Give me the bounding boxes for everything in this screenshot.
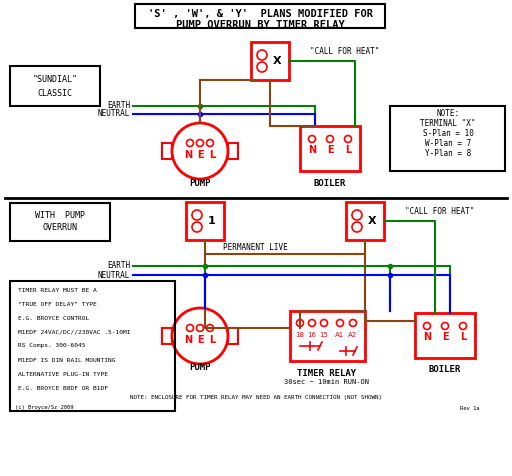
Circle shape [197, 325, 203, 331]
Text: L: L [209, 150, 215, 160]
Text: 16: 16 [308, 332, 316, 338]
Circle shape [309, 319, 315, 327]
Bar [415, 313, 475, 358]
Text: 1: 1 [208, 216, 216, 226]
Text: Rev 1a: Rev 1a [460, 406, 480, 410]
Text: NOTE:: NOTE: [436, 109, 460, 118]
Circle shape [309, 136, 315, 142]
Bar [162, 328, 172, 344]
Bar [135, 4, 385, 28]
Circle shape [350, 319, 356, 327]
Text: 15: 15 [319, 332, 328, 338]
Text: M1EDF IS DIN RAIL MOUNTING: M1EDF IS DIN RAIL MOUNTING [18, 357, 116, 363]
Text: E: E [327, 145, 333, 155]
Text: PUMP: PUMP [189, 178, 211, 188]
Text: BOILER: BOILER [314, 178, 346, 188]
Text: "CALL FOR HEAT": "CALL FOR HEAT" [310, 47, 379, 56]
Bar [228, 143, 238, 159]
Text: 18: 18 [295, 332, 305, 338]
Circle shape [186, 139, 194, 147]
Text: 'S' , 'W', & 'Y'  PLANS MODIFIED FOR: 'S' , 'W', & 'Y' PLANS MODIFIED FOR [147, 9, 373, 19]
Text: PUMP OVERRUN BY TIMER RELAY: PUMP OVERRUN BY TIMER RELAY [176, 20, 345, 30]
Text: X: X [368, 216, 376, 226]
Text: NEUTRAL: NEUTRAL [98, 270, 130, 279]
Circle shape [423, 323, 431, 329]
Text: "SUNDIAL": "SUNDIAL" [32, 75, 77, 83]
Text: TIMER RELAY MUST BE A: TIMER RELAY MUST BE A [18, 288, 97, 292]
Text: PUMP: PUMP [189, 364, 211, 373]
Text: ALTERNATIVE PLUG-IN TYPE: ALTERNATIVE PLUG-IN TYPE [18, 371, 108, 377]
Bar [10, 281, 175, 411]
Text: S-Plan = 10: S-Plan = 10 [422, 129, 474, 138]
Circle shape [441, 323, 449, 329]
Text: E.G. BROYCE CONTROL: E.G. BROYCE CONTROL [18, 316, 89, 320]
Bar [162, 143, 172, 159]
Text: E.G. BROYCE B8DF OR B1DF: E.G. BROYCE B8DF OR B1DF [18, 386, 108, 390]
Bar [346, 202, 384, 240]
Text: E: E [442, 332, 449, 342]
Circle shape [197, 139, 203, 147]
Text: M1EDF 24VAC/DC//230VAC .5-10MI: M1EDF 24VAC/DC//230VAC .5-10MI [18, 329, 131, 335]
Text: E: E [197, 150, 203, 160]
Text: OVERRUN: OVERRUN [42, 224, 77, 232]
Text: N: N [308, 145, 316, 155]
Text: TERMINAL "X": TERMINAL "X" [420, 119, 476, 128]
Text: A1: A1 [335, 332, 345, 338]
Text: EARTH: EARTH [107, 101, 130, 110]
Text: W-Plan = 7: W-Plan = 7 [425, 139, 471, 148]
Bar [10, 203, 110, 241]
Text: N: N [184, 150, 192, 160]
Text: TIMER RELAY: TIMER RELAY [297, 368, 356, 377]
Text: E: E [197, 335, 203, 345]
Bar [251, 42, 289, 80]
Bar [228, 328, 238, 344]
Text: N: N [184, 335, 192, 345]
Text: CLASSIC: CLASSIC [37, 89, 73, 98]
Circle shape [321, 319, 328, 327]
Text: L: L [345, 145, 351, 155]
Text: NOTE: ENCLOSURE FOR TIMER RELAY MAY NEED AN EARTH CONNECTION (NOT SHOWN): NOTE: ENCLOSURE FOR TIMER RELAY MAY NEED… [130, 396, 382, 400]
Text: L: L [209, 335, 215, 345]
Text: BOILER: BOILER [429, 366, 461, 375]
Bar [186, 202, 224, 240]
Bar [10, 66, 100, 106]
Text: X: X [273, 56, 281, 66]
Circle shape [206, 139, 214, 147]
Text: EARTH: EARTH [107, 261, 130, 270]
Text: A2: A2 [349, 332, 357, 338]
Text: N: N [423, 332, 431, 342]
Circle shape [186, 325, 194, 331]
Bar [390, 106, 505, 171]
Text: L: L [460, 332, 466, 342]
Circle shape [336, 319, 344, 327]
Text: (c) Broyce/Sz 2009: (c) Broyce/Sz 2009 [15, 406, 74, 410]
Text: "TRUE OFF DELAY" TYPE: "TRUE OFF DELAY" TYPE [18, 301, 97, 307]
Text: WITH  PUMP: WITH PUMP [35, 211, 85, 220]
Text: RS Comps. 300-6045: RS Comps. 300-6045 [18, 344, 86, 348]
Bar [300, 126, 360, 171]
Bar [290, 311, 365, 361]
Text: "CALL FOR HEAT": "CALL FOR HEAT" [405, 207, 475, 216]
Circle shape [459, 323, 466, 329]
Text: 30sec ~ 10min RUN-ON: 30sec ~ 10min RUN-ON [285, 379, 370, 385]
Circle shape [206, 325, 214, 331]
Text: Y-Plan = 8: Y-Plan = 8 [425, 149, 471, 158]
Text: PERMANENT LIVE: PERMANENT LIVE [223, 244, 287, 252]
Text: NEUTRAL: NEUTRAL [98, 109, 130, 119]
Circle shape [296, 319, 304, 327]
Circle shape [345, 136, 352, 142]
Circle shape [327, 136, 333, 142]
